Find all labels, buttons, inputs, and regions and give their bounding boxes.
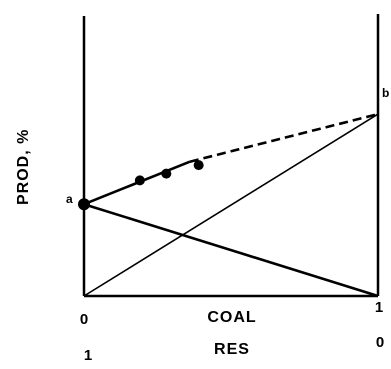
x-tick-1: 1 <box>375 299 383 316</box>
x2-axis-label: RES <box>214 341 250 358</box>
x2-tick-1: 0 <box>376 334 384 351</box>
left-end-label: a <box>66 192 73 206</box>
series-line-1 <box>189 112 379 163</box>
x2-tick-0: 1 <box>84 347 92 364</box>
y-axis-label: PROD, % <box>15 129 32 205</box>
data-point <box>78 198 90 211</box>
data-point <box>134 175 145 186</box>
x-axis-label: COAL <box>207 309 256 326</box>
series-lines <box>83 112 379 298</box>
series-line-2 <box>83 202 379 298</box>
data-point <box>161 168 172 179</box>
data-points <box>78 160 204 211</box>
right-end-label: b <box>382 86 389 100</box>
x-tick-0: 0 <box>80 311 88 328</box>
series-line-3 <box>83 113 379 297</box>
data-point <box>193 160 204 171</box>
